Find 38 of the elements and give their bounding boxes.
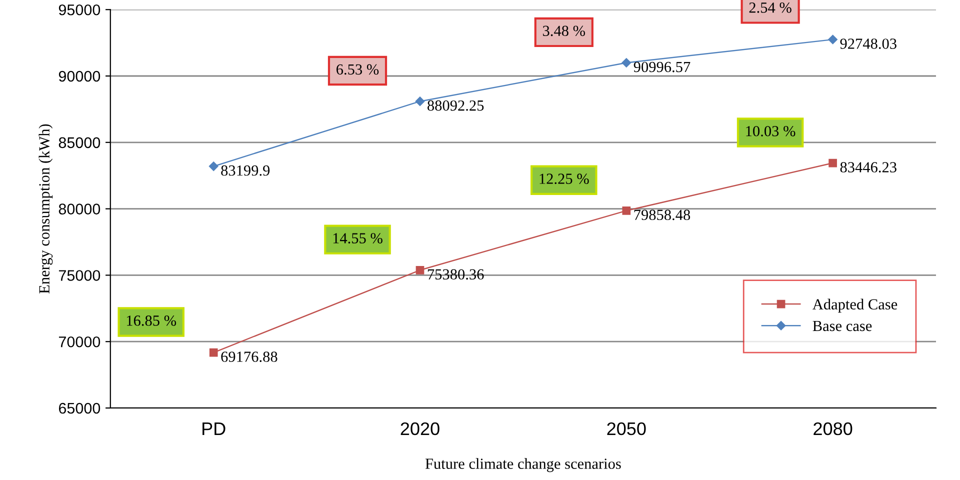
annotation: 12.25 % bbox=[540, 174, 589, 184]
annotation: 3.48 % bbox=[542, 26, 586, 36]
y-axis-title: Energy consumption (kWh) bbox=[38, 124, 53, 294]
legend-label: Adapted Case bbox=[812, 298, 898, 313]
data-label: 83199.9 bbox=[221, 165, 270, 176]
point bbox=[622, 206, 631, 215]
point bbox=[622, 58, 632, 68]
annotation: 2.54 % bbox=[749, 2, 792, 13]
y-tick-label: 85000 bbox=[58, 137, 100, 148]
y-tick-label: 90000 bbox=[58, 70, 100, 82]
point bbox=[828, 34, 838, 44]
y-tick-label: 70000 bbox=[58, 336, 100, 348]
point bbox=[209, 348, 218, 357]
point bbox=[208, 162, 218, 171]
x-tick-label: 2020 bbox=[400, 422, 440, 436]
point bbox=[416, 266, 424, 274]
x-tick-label: 2050 bbox=[607, 422, 646, 436]
point bbox=[828, 158, 837, 168]
annotation: 6.53 % bbox=[336, 64, 379, 75]
legend-label: Base case bbox=[812, 320, 872, 332]
x-tick-label: 2080 bbox=[814, 422, 852, 436]
data-label: 88092.25 bbox=[428, 100, 484, 111]
x-axis-title: Future climate change scenarios bbox=[425, 458, 621, 472]
y-tick-label: 95000 bbox=[58, 4, 100, 16]
annotation: 14.55 % bbox=[333, 233, 382, 244]
data-label: 75380.36 bbox=[428, 269, 484, 280]
point bbox=[415, 96, 425, 106]
y-tick-label: 80000 bbox=[58, 204, 100, 214]
data-label: 69176.88 bbox=[221, 352, 278, 362]
data-label: 90996.57 bbox=[634, 62, 690, 72]
data-label: 83446.23 bbox=[840, 162, 896, 172]
y-tick-label: 75000 bbox=[58, 270, 100, 281]
data-label: 79858.48 bbox=[634, 210, 690, 220]
data-label: 92748.03 bbox=[840, 38, 896, 49]
x-tick-label: PD bbox=[202, 422, 226, 435]
y-tick-label: 65000 bbox=[58, 402, 100, 414]
annotation: 16.85 % bbox=[126, 315, 176, 326]
annotation: 10.03 % bbox=[746, 126, 796, 136]
